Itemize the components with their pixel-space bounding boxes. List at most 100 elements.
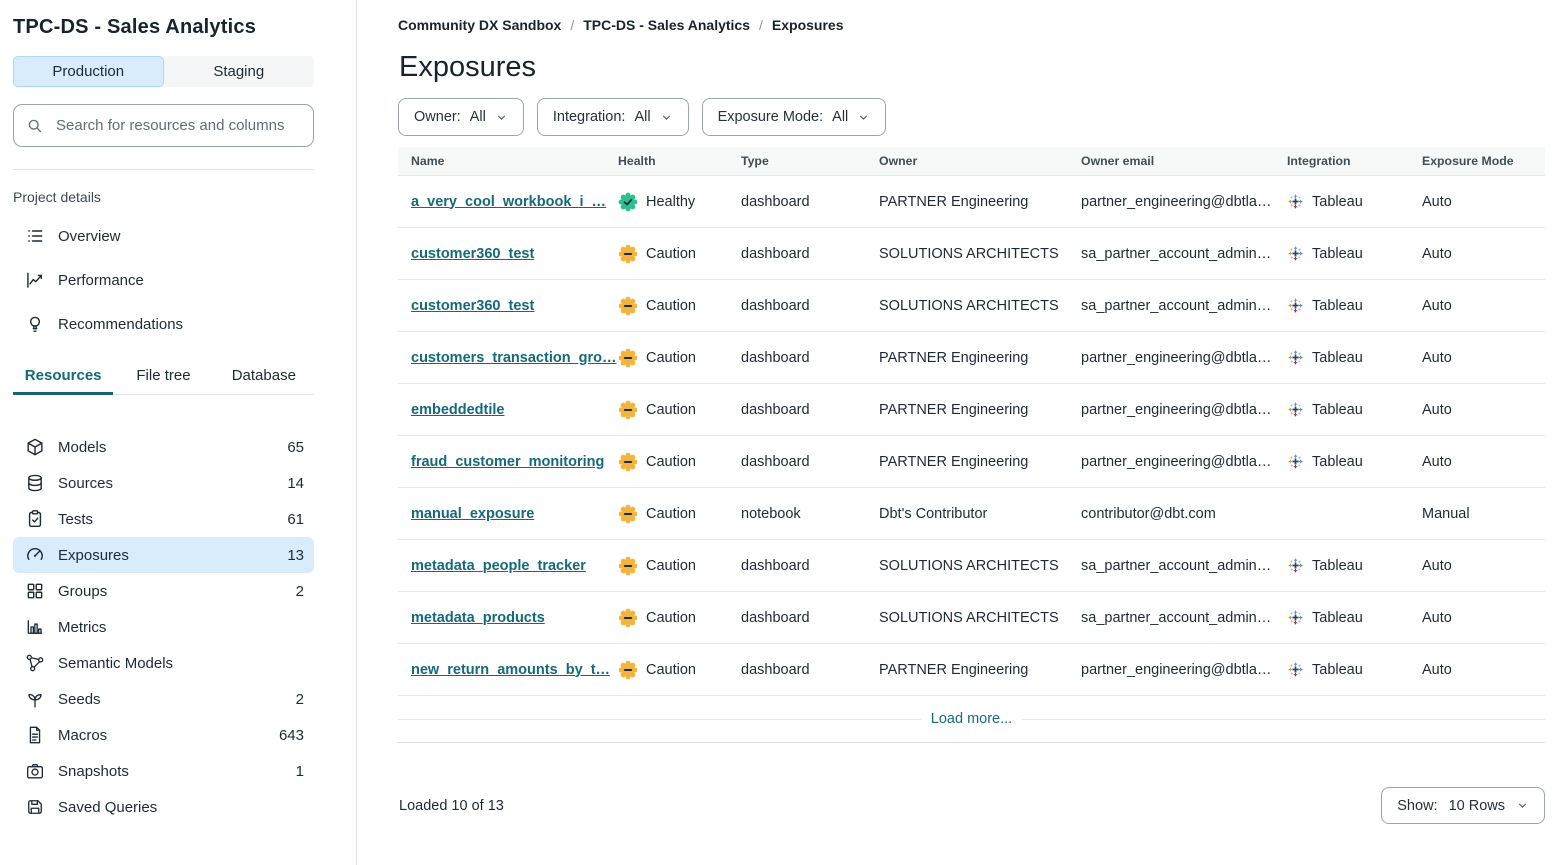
owner-email-value: partner_engineering@dbtla… bbox=[1081, 453, 1272, 470]
tableau-icon bbox=[1287, 557, 1304, 574]
tab-database[interactable]: Database bbox=[231, 367, 296, 384]
owner-value: PARTNER Engineering bbox=[879, 453, 1029, 470]
caution-badge-icon bbox=[618, 608, 638, 628]
sidebar-item-seeds[interactable]: Seeds 2 bbox=[13, 681, 314, 717]
owner-cell: PARTNER Engineering bbox=[879, 402, 1081, 418]
health-cell: Caution bbox=[618, 400, 741, 420]
table-header-row: Name Health Type Owner Owner email Integratio… bbox=[398, 147, 1545, 176]
type-cell: dashboard bbox=[741, 350, 879, 366]
filter-owner[interactable]: Owner: All bbox=[398, 98, 524, 136]
sidebar-item-count: 1 bbox=[295, 762, 304, 780]
sidebar-item-models[interactable]: Models 65 bbox=[13, 429, 314, 465]
sidebar-item-metrics[interactable]: Metrics bbox=[13, 609, 314, 645]
exposure-name-link[interactable]: metadata_people_tracker bbox=[411, 557, 586, 574]
owner-cell: SOLUTIONS ARCHITECTS bbox=[879, 298, 1081, 314]
tableau-icon bbox=[1287, 609, 1304, 626]
tableau-icon bbox=[1287, 349, 1304, 366]
caution-badge-icon bbox=[618, 452, 638, 472]
filter-value: All bbox=[634, 109, 651, 125]
page-title: Exposures bbox=[399, 51, 537, 83]
chevron-down-icon bbox=[495, 111, 508, 124]
sidebar-item-sources[interactable]: Sources 14 bbox=[13, 465, 314, 501]
breadcrumb-item-community-dx-sandbox[interactable]: Community DX Sandbox bbox=[398, 17, 562, 33]
breadcrumb: Community DX Sandbox / TPC-DS - Sales Anal… bbox=[398, 17, 1545, 33]
exposure-mode-cell: Auto bbox=[1422, 246, 1545, 262]
sidebar-item-macros[interactable]: Macros 643 bbox=[13, 717, 314, 753]
gauge-icon bbox=[25, 545, 45, 565]
staging-toggle-button[interactable]: Staging bbox=[164, 56, 315, 87]
sidebar-item-label: Recommendations bbox=[58, 315, 184, 333]
exposure-name-link[interactable]: a_very_cool_workbook_i_… bbox=[411, 193, 607, 210]
sidebar-item-groups[interactable]: Groups 2 bbox=[13, 573, 314, 609]
type-cell: dashboard bbox=[741, 246, 879, 262]
exposure-name-link[interactable]: embeddedtile bbox=[411, 401, 505, 418]
health-label: Caution bbox=[646, 505, 696, 522]
integration-cell: Tableau bbox=[1287, 661, 1422, 678]
column-header-exposure-mode[interactable]: Exposure Mode bbox=[1422, 154, 1514, 168]
exposure-name-link[interactable]: customer360_test bbox=[411, 297, 535, 314]
table-row: customer360_test Caution dashboard SOLUTION… bbox=[398, 280, 1545, 332]
column-header-owner[interactable]: Owner bbox=[879, 154, 918, 168]
owner-cell: PARTNER Engineering bbox=[879, 194, 1081, 210]
owner-email-cell: contributor@dbt.com bbox=[1081, 506, 1287, 522]
type-value: dashboard bbox=[741, 193, 810, 210]
column-header-health[interactable]: Health bbox=[618, 154, 656, 168]
owner-email-value: contributor@dbt.com bbox=[1081, 505, 1216, 522]
column-header-type[interactable]: Type bbox=[741, 154, 769, 168]
sidebar-item-overview[interactable]: Overview bbox=[25, 221, 314, 251]
sidebar-item-semantic-models[interactable]: Semantic Models bbox=[13, 645, 314, 681]
show-rows-button[interactable]: Show: 10 Rows bbox=[1381, 787, 1545, 824]
search-input[interactable] bbox=[54, 116, 301, 135]
owner-email-cell: partner_engineering@dbtla… bbox=[1081, 454, 1287, 470]
name-cell: customer360_test bbox=[411, 298, 618, 314]
sidebar-item-exposures[interactable]: Exposures 13 bbox=[13, 537, 314, 573]
exposure-name-link[interactable]: metadata_products bbox=[411, 609, 545, 626]
breadcrumb-item-tpc-ds-sales-analytics[interactable]: TPC-DS - Sales Analytics bbox=[583, 17, 751, 33]
integration-value: Tableau bbox=[1312, 401, 1363, 418]
table-row: customers_transaction_gro… Caution dashboa… bbox=[398, 332, 1545, 384]
sidebar-tabs: Resources File tree Database bbox=[13, 367, 314, 395]
project-title: TPC-DS - Sales Analytics bbox=[13, 16, 257, 38]
caution-badge-icon bbox=[618, 660, 638, 680]
type-value: dashboard bbox=[741, 557, 810, 574]
sidebar-item-tests[interactable]: Tests 61 bbox=[13, 501, 314, 537]
caution-badge-icon bbox=[618, 400, 638, 420]
owner-cell: PARTNER Engineering bbox=[879, 350, 1081, 366]
column-header-owner-email[interactable]: Owner email bbox=[1081, 154, 1155, 168]
exposure-name-link[interactable]: manual_exposure bbox=[411, 505, 535, 522]
owner-email-value: sa_partner_account_admin… bbox=[1081, 557, 1272, 574]
exposure-name-link[interactable]: new_return_amounts_by_t… bbox=[411, 661, 611, 678]
sidebar-item-performance[interactable]: Performance bbox=[25, 265, 314, 295]
exposure-mode-cell: Auto bbox=[1422, 194, 1545, 210]
load-more-link[interactable]: Load more... bbox=[930, 711, 1013, 727]
name-cell: new_return_amounts_by_t… bbox=[411, 662, 618, 678]
exposure-mode-value: Auto bbox=[1422, 349, 1452, 366]
sidebar-item-label: Metrics bbox=[58, 618, 107, 636]
breadcrumb-separator: / bbox=[570, 17, 575, 33]
exposure-name-link[interactable]: customer360_test bbox=[411, 245, 535, 262]
integration-cell: Tableau bbox=[1287, 245, 1422, 262]
column-header-integration[interactable]: Integration bbox=[1287, 154, 1351, 168]
sidebar-item-saved-queries[interactable]: Saved Queries bbox=[13, 789, 314, 825]
sidebar-item-snapshots[interactable]: Snapshots 1 bbox=[13, 753, 314, 789]
name-cell: fraud_customer_monitoring bbox=[411, 454, 618, 470]
search-box[interactable] bbox=[13, 104, 314, 147]
exposure-name-link[interactable]: customers_transaction_gro… bbox=[411, 349, 617, 366]
filter-integration[interactable]: Integration: All bbox=[536, 98, 689, 136]
tab-file-tree[interactable]: File tree bbox=[136, 367, 191, 384]
tab-resources[interactable]: Resources bbox=[13, 367, 114, 395]
health-cell: Caution bbox=[618, 296, 741, 316]
sidebar-item-recommendations[interactable]: Recommendations bbox=[25, 309, 314, 339]
owner-cell: Dbt's Contributor bbox=[879, 506, 1081, 522]
owner-email-cell: partner_engineering@dbtla… bbox=[1081, 402, 1287, 418]
tableau-icon bbox=[1287, 401, 1304, 418]
exposure-name-link[interactable]: fraud_customer_monitoring bbox=[411, 453, 605, 470]
production-toggle-button[interactable]: Production bbox=[13, 56, 164, 87]
network-icon bbox=[25, 653, 45, 673]
file-text-icon bbox=[25, 725, 45, 745]
health-label: Caution bbox=[646, 453, 696, 470]
exposure-mode-cell: Auto bbox=[1422, 298, 1545, 314]
column-header-name[interactable]: Name bbox=[411, 154, 445, 168]
filter-exposure-mode[interactable]: Exposure Mode: All bbox=[701, 98, 887, 136]
sidebar-item-label: Snapshots bbox=[58, 762, 129, 780]
